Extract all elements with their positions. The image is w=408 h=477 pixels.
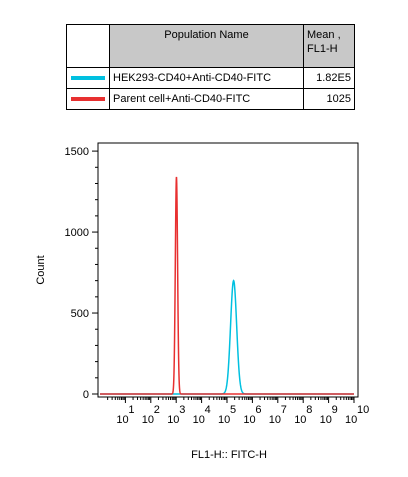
- legend-row-mean: 1025: [303, 88, 355, 110]
- x-tick-label-exponent: 1: [128, 404, 134, 416]
- legend-row-name: Parent cell+Anti-CD40-FITC: [109, 88, 304, 110]
- y-axis: 0 500 1000 1500: [65, 146, 98, 401]
- y-tick-label: 0: [83, 389, 89, 401]
- x-tick-label-exponent: 4: [205, 404, 211, 416]
- legend-header-blank: [66, 24, 110, 68]
- legend-table: Population Name Mean , FL1-H HEK293-CD40+…: [66, 24, 355, 110]
- x-tick-label-base: 10: [243, 414, 255, 426]
- x-axis-label: FL1-H:: FITC-H: [191, 449, 267, 461]
- series-line: [100, 176, 354, 395]
- legend-row-name: HEK293-CD40+Anti-CD40-FITC: [109, 67, 304, 89]
- y-tick-label: 1000: [65, 227, 89, 239]
- x-tick-label-base: 10: [269, 414, 281, 426]
- x-tick-label-base: 10: [193, 414, 205, 426]
- y-axis-label: Count: [35, 255, 47, 284]
- x-tick-label-exponent: 2: [154, 404, 160, 416]
- legend-row: HEK293-CD40+Anti-CD40-FITC 1.82E5: [66, 67, 355, 89]
- legend-swatch-cyan: [71, 76, 105, 80]
- legend-header-name: Population Name: [109, 24, 304, 68]
- x-tick-label-exponent: 6: [255, 404, 261, 416]
- series-line: [100, 279, 354, 395]
- x-tick-label-base: 10: [320, 414, 332, 426]
- x-tick-label-base: 10: [167, 414, 179, 426]
- x-tick-label-base: 10: [294, 414, 306, 426]
- y-tick-label: 500: [71, 308, 89, 320]
- x-tick-label-exponent: 9: [332, 404, 338, 416]
- legend-header-row: Population Name Mean , FL1-H: [66, 24, 355, 68]
- legend-row: Parent cell+Anti-CD40-FITC 1025: [66, 88, 355, 110]
- series-group: [100, 176, 354, 395]
- x-tick-label-exponent: 3: [179, 404, 185, 416]
- x-tick-label-base: 10: [142, 414, 154, 426]
- x-tick-label-exponent: 8: [306, 404, 312, 416]
- x-tick-label-exponent: 5: [230, 404, 236, 416]
- legend-header-mean-text: Mean , FL1-H: [307, 29, 341, 55]
- legend-swatch-cell: [66, 88, 110, 110]
- x-tick-label-exponent: 7: [281, 404, 287, 416]
- x-tick-label-base: 10: [116, 414, 128, 426]
- legend-swatch-red: [71, 97, 105, 101]
- y-tick-label: 1500: [65, 146, 89, 158]
- legend-header-mean: Mean , FL1-H: [303, 24, 355, 68]
- x-tick-label-exponent: 10: [357, 404, 369, 416]
- x-tick-label-base: 10: [218, 414, 230, 426]
- plot-frame: [97, 142, 359, 398]
- x-tick-label-base: 10: [345, 414, 357, 426]
